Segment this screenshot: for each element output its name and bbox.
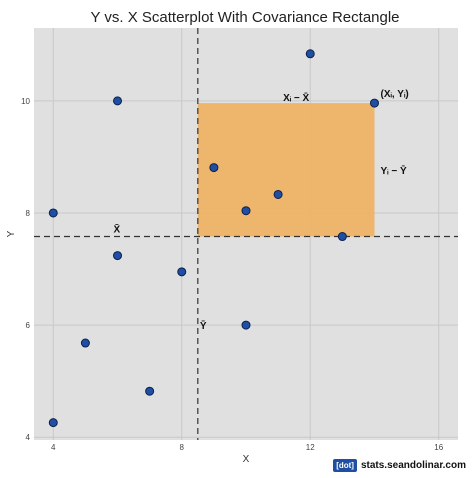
data-point — [241, 206, 251, 216]
data-point — [369, 98, 379, 108]
xbar-annotation: X̄ — [114, 223, 121, 235]
axis-ticks: 4 8 12 16 4 6 8 10 — [21, 97, 444, 452]
watermark-text: stats.seandolinar.com — [360, 460, 466, 471]
x-tick-label: 16 — [434, 443, 443, 452]
x-tick-label: 8 — [180, 443, 185, 452]
data-point — [113, 251, 123, 261]
covariance-rectangle — [197, 103, 375, 237]
data-point — [48, 208, 58, 218]
chart-title: Y vs. X Scatterplot With Covariance Rect… — [90, 9, 399, 26]
y-tick-label: 10 — [21, 97, 30, 106]
data-point — [209, 163, 219, 173]
x-axis-label: X — [243, 454, 250, 465]
watermark: [dot] stats.seandolinar.com — [333, 459, 466, 472]
data-point — [337, 232, 347, 242]
y-tick-label: 6 — [26, 321, 31, 330]
ybar-annotation: Ȳ — [200, 320, 207, 332]
yi-minus-ybar-annotation: Yᵢ − Ȳ — [380, 165, 406, 177]
data-point — [241, 320, 251, 330]
data-point — [80, 338, 90, 348]
watermark-logo: [dot] — [333, 459, 357, 472]
x-tick-label: 12 — [306, 443, 315, 452]
data-point — [273, 189, 283, 199]
data-point — [177, 267, 187, 277]
y-tick-label: 4 — [26, 433, 31, 442]
data-point — [145, 386, 155, 396]
data-points — [48, 49, 379, 428]
x-tick-label: 4 — [51, 443, 56, 452]
xi-minus-xbar-annotation: Xᵢ − X̄ — [283, 92, 309, 104]
y-tick-label: 8 — [26, 209, 31, 218]
data-point — [48, 418, 58, 428]
point-annotation: (Xᵢ, Yᵢ) — [380, 89, 408, 100]
data-point — [113, 96, 123, 106]
y-axis-label: Y — [6, 230, 17, 237]
data-point — [305, 49, 315, 59]
